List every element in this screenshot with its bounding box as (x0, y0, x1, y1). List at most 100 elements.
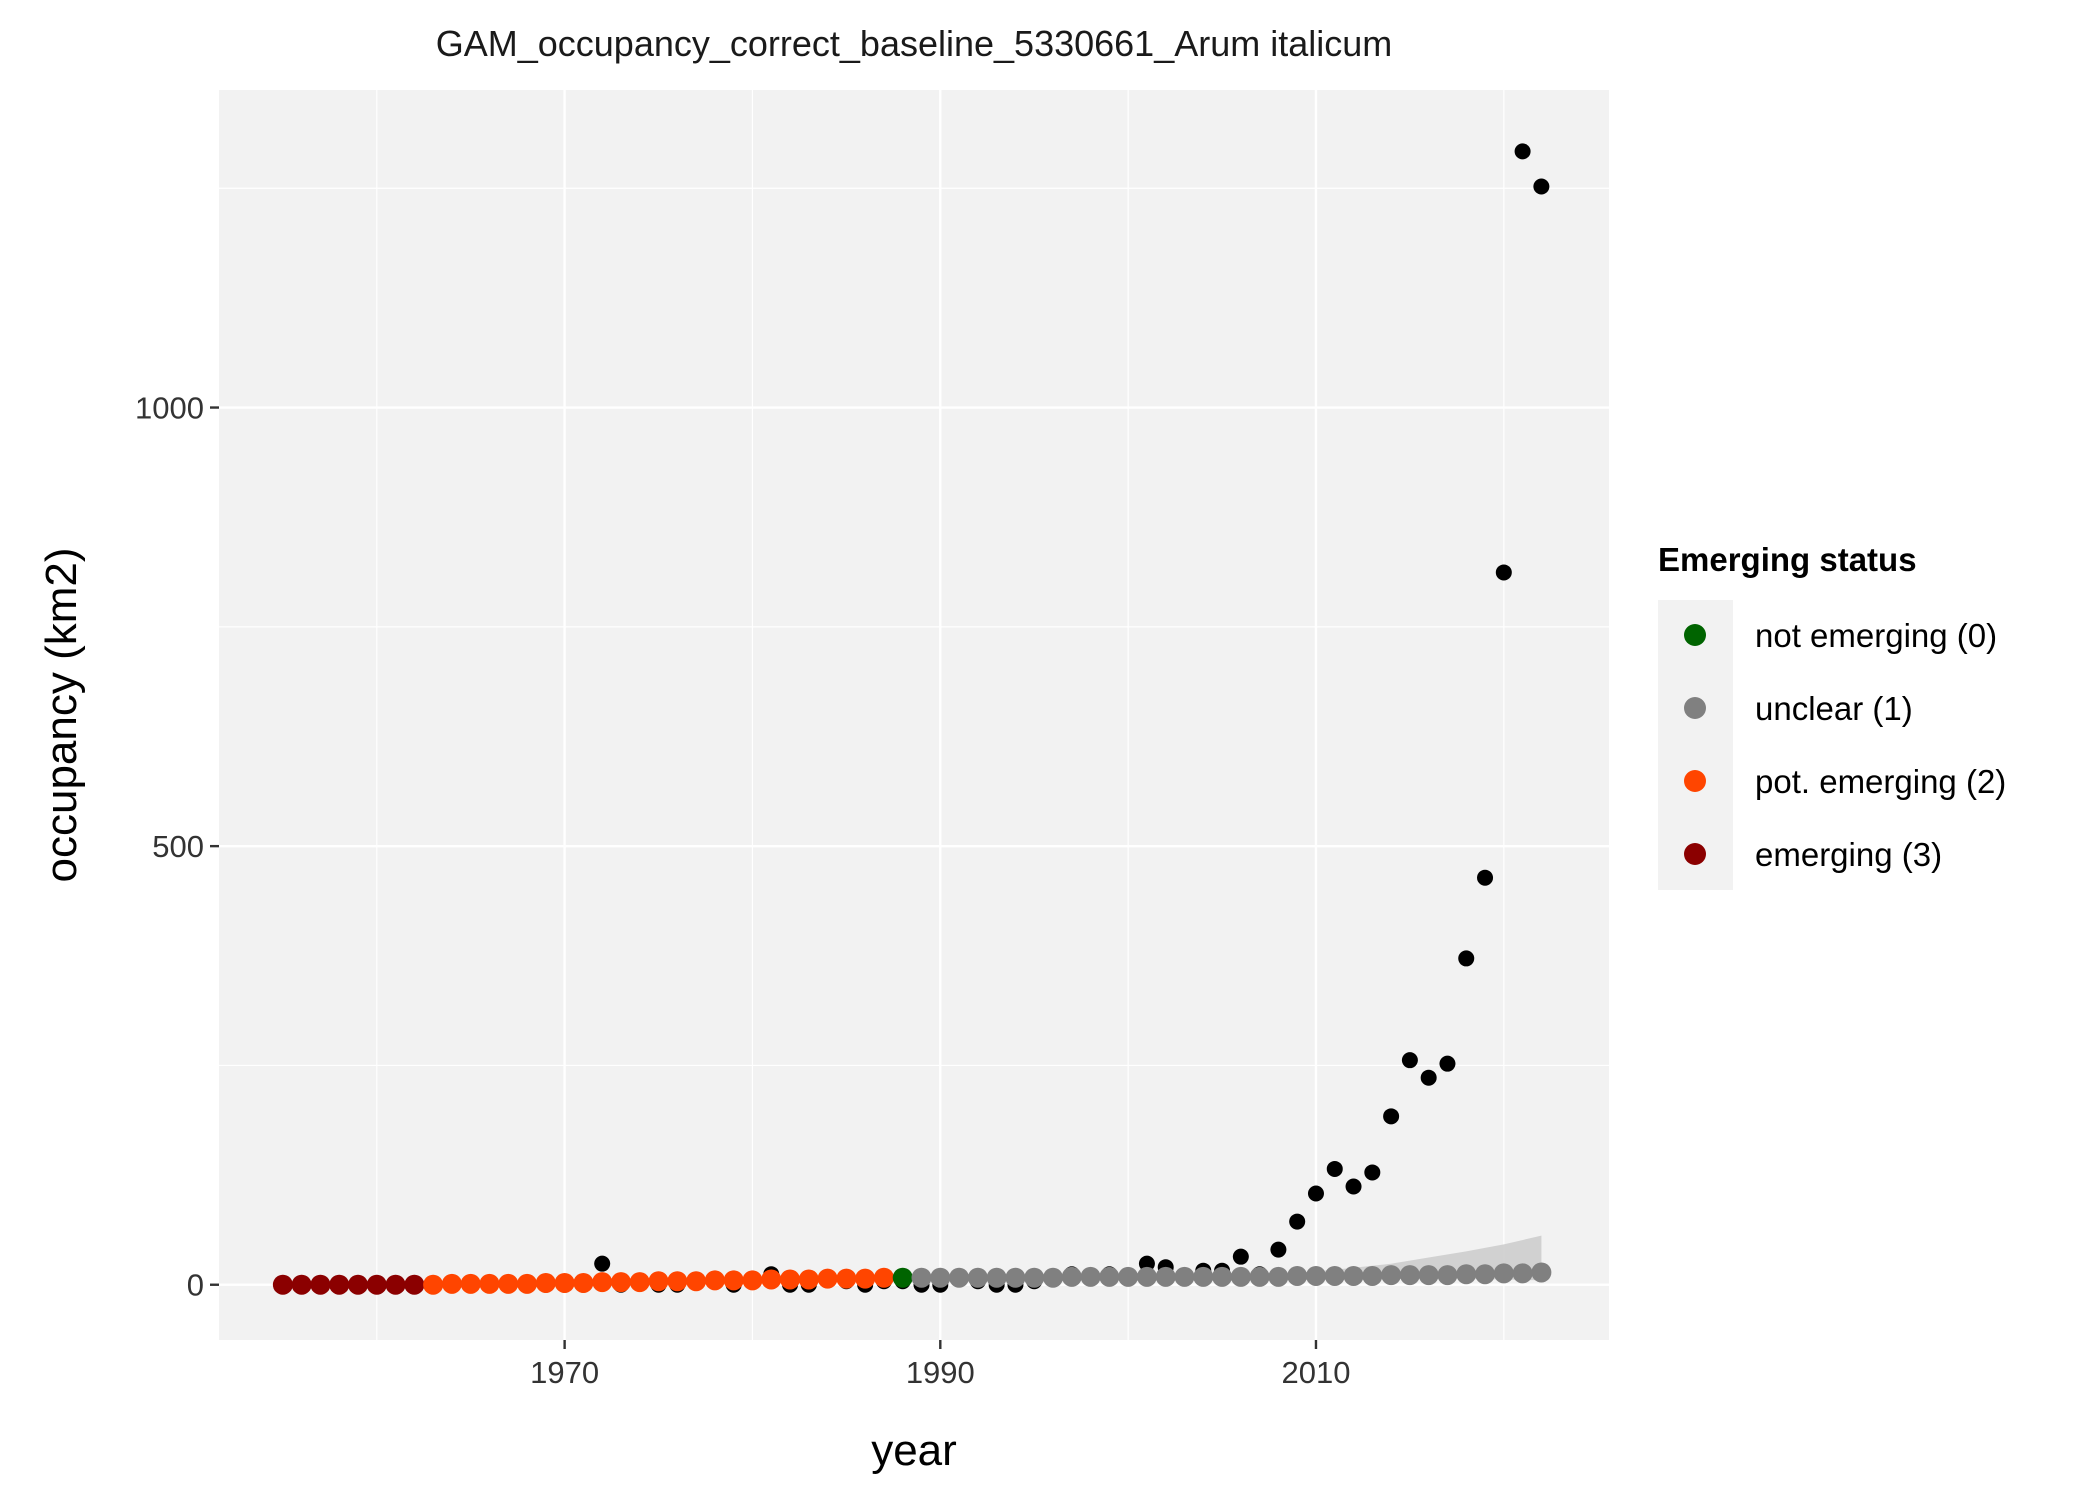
fitted-point (1493, 1263, 1514, 1284)
grid-minor (219, 90, 1609, 1340)
fitted-point (1155, 1266, 1176, 1287)
fitted-point (310, 1274, 331, 1295)
observed-point (1307, 1185, 1324, 1202)
fitted-point (517, 1273, 538, 1294)
fitted-point (1456, 1264, 1477, 1285)
legend-entry-label: not emerging (0) (1755, 617, 1997, 654)
observed-point (1495, 564, 1512, 581)
observed-point (1439, 1055, 1456, 1072)
fitted-point (648, 1271, 669, 1292)
y-tick-label: 0 (187, 1268, 204, 1303)
observed-point (1533, 178, 1550, 195)
fitted-point (479, 1273, 500, 1294)
observed-point (1270, 1241, 1287, 1258)
legend-entry-label: pot. emerging (2) (1755, 763, 2006, 800)
fitted-point (930, 1267, 951, 1288)
legend-key-dot (1684, 843, 1706, 865)
fitted-point (761, 1269, 782, 1290)
fitted-point (1043, 1267, 1063, 1288)
legend-entry-label: unclear (1) (1755, 690, 1913, 727)
fitted-point (742, 1270, 763, 1291)
fitted-point (780, 1269, 801, 1290)
fitted-point (1512, 1263, 1533, 1284)
fitted-point (855, 1268, 876, 1289)
fitted-point (1230, 1266, 1251, 1287)
fitted-point (1381, 1265, 1402, 1286)
fitted-point (1437, 1265, 1458, 1286)
fitted-point (967, 1267, 988, 1288)
fitted-point (1212, 1266, 1233, 1287)
fitted-point (441, 1273, 462, 1294)
fitted-point (629, 1272, 650, 1293)
fitted-point (911, 1267, 932, 1288)
fitted-point (949, 1267, 970, 1288)
observed-point (1477, 869, 1494, 886)
fitted-point (1005, 1267, 1026, 1288)
fitted-point (1399, 1265, 1420, 1286)
observed-point (1232, 1248, 1249, 1265)
observed-point (1326, 1160, 1343, 1177)
observed-point (594, 1255, 611, 1272)
fitted-point (404, 1274, 425, 1295)
fitted-point (1343, 1265, 1364, 1286)
observed-point (1289, 1213, 1306, 1230)
fitted-point (1362, 1265, 1383, 1286)
observed-point (1458, 950, 1475, 967)
fitted-point (329, 1274, 350, 1295)
legend-entry-label: emerging (3) (1755, 836, 1942, 873)
legend-title: Emerging status (1658, 541, 1917, 578)
observed-point (1420, 1069, 1437, 1086)
fitted-point (423, 1274, 444, 1295)
x-tick-label: 2010 (1281, 1355, 1350, 1390)
fitted-point (1305, 1265, 1326, 1286)
fitted-point (592, 1272, 613, 1293)
fitted-point (1531, 1262, 1552, 1283)
fitted-point (573, 1272, 594, 1293)
fitted-point (986, 1267, 1007, 1288)
fitted-point (460, 1273, 481, 1294)
legend-key-dot (1684, 624, 1706, 646)
observed-point (1401, 1052, 1418, 1069)
fitted-point (366, 1274, 387, 1295)
fitted-point (1136, 1266, 1157, 1287)
fitted-point (836, 1268, 857, 1289)
fitted-point (1324, 1265, 1345, 1286)
fitted-point (704, 1270, 725, 1291)
legend-key-dot (1684, 697, 1706, 719)
fitted-point (1249, 1266, 1270, 1287)
legend-key-dot (1684, 770, 1706, 792)
fitted-point (723, 1270, 744, 1291)
fitted-points (272, 1262, 1552, 1295)
fitted-point (385, 1274, 406, 1295)
fitted-point (1080, 1266, 1101, 1287)
fitted-point (1024, 1267, 1045, 1288)
fitted-point (1174, 1266, 1195, 1287)
x-tick-label: 1990 (906, 1355, 975, 1390)
fitted-point (554, 1272, 575, 1293)
chart-title: GAM_occupancy_correct_baseline_5330661_A… (436, 23, 1393, 64)
fitted-point (348, 1274, 368, 1295)
fitted-point (873, 1267, 894, 1288)
observed-point (1383, 1108, 1400, 1125)
fitted-point (1287, 1265, 1308, 1286)
fitted-point (291, 1274, 312, 1295)
fitted-point (1475, 1264, 1496, 1285)
plot-panel (219, 90, 1609, 1340)
x-axis: 1970 1990 2010 (530, 1340, 1350, 1390)
fitted-point (272, 1274, 293, 1295)
observed-point (1514, 143, 1531, 160)
fitted-point (667, 1271, 688, 1292)
fitted-point (1268, 1266, 1289, 1287)
y-axis: 0 500 1000 (135, 391, 219, 1303)
fitted-point (1418, 1265, 1439, 1286)
fitted-point (1193, 1266, 1214, 1287)
y-tick-label: 500 (152, 829, 204, 864)
fitted-point (817, 1268, 838, 1289)
observed-point (1364, 1164, 1381, 1181)
legend: Emerging status not emerging (0) unclear … (1658, 541, 2006, 890)
fitted-point (798, 1269, 819, 1290)
legend-key-background (1658, 600, 1733, 890)
y-tick-label: 1000 (135, 391, 204, 426)
y-axis-title: occupancy (km2) (37, 547, 86, 882)
